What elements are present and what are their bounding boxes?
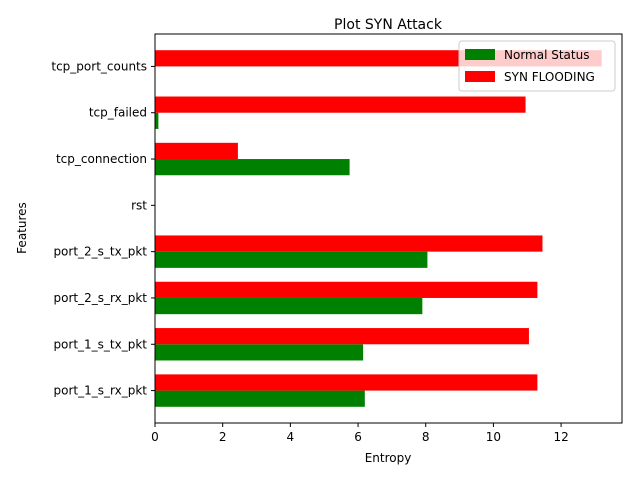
chart-title: Plot SYN Attack — [334, 17, 443, 33]
legend-swatch-syn-flooding — [465, 71, 495, 82]
plot-frame — [154, 33, 623, 424]
bar-syn-flooding-port-2-s-tx-pkt — [155, 235, 543, 252]
y-tick-label-port-1-s-rx-pkt: port_1_s_rx_pkt — [54, 384, 148, 398]
legend: Normal Status SYN FLOODING — [458, 40, 616, 92]
bar-syn-flooding-tcp-failed — [155, 96, 526, 113]
legend-box — [458, 40, 616, 92]
bar-normal-status-tcp-connection — [155, 159, 350, 176]
y-tick-label-port-1-s-tx-pkt: port_1_s_tx_pkt — [53, 337, 147, 351]
y-tick-label-port-2-s-rx-pkt: port_2_s_rx_pkt — [54, 291, 148, 305]
bar-syn-flooding-port-2-s-rx-pkt — [155, 281, 538, 298]
x-tick-label-12: 12 — [553, 430, 568, 444]
bar-normal-status-port-2-s-tx-pkt — [155, 251, 428, 268]
y-tick-label-tcp-port-counts: tcp_port_counts — [51, 59, 147, 73]
y-axis-label: Features — [15, 202, 29, 254]
legend-swatch-normal-status — [465, 49, 495, 60]
y-tick-label-tcp-failed: tcp_failed — [89, 106, 147, 120]
x-tick-label-8: 8 — [422, 430, 430, 444]
y-tick-label-rst: rst — [131, 198, 147, 212]
bar-syn-flooding-tcp-connection — [155, 142, 238, 160]
legend-label-normal-status: Normal Status — [504, 48, 589, 62]
bar-syn-flooding-port-1-s-tx-pkt — [155, 328, 529, 345]
x-tick-label-0: 0 — [151, 430, 159, 444]
y-tick-label-tcp-connection: tcp_connection — [56, 152, 147, 166]
y-tick-label-port-2-s-tx-pkt: port_2_s_tx_pkt — [53, 245, 147, 259]
x-tick-label-4: 4 — [287, 430, 295, 444]
bar-normal-status-port-1-s-tx-pkt — [155, 344, 364, 361]
bar-normal-status-port-1-s-rx-pkt — [155, 390, 365, 407]
x-axis-label: Entropy — [365, 451, 412, 465]
bar-normal-status-tcp-failed — [155, 112, 159, 129]
x-tick-label-2: 2 — [219, 430, 227, 444]
ticks-layer: port_1_s_rx_pkt port_1_s_tx_pkt port_2_s_r… — [51, 59, 568, 444]
x-tick-label-10: 10 — [486, 430, 501, 444]
bars-layer — [155, 50, 602, 407]
x-tick-label-6: 6 — [354, 430, 362, 444]
bar-normal-status-port-2-s-rx-pkt — [155, 297, 423, 315]
bar-syn-flooding-port-1-s-rx-pkt — [155, 374, 538, 391]
legend-label-syn-flooding: SYN FLOODING — [504, 70, 595, 84]
